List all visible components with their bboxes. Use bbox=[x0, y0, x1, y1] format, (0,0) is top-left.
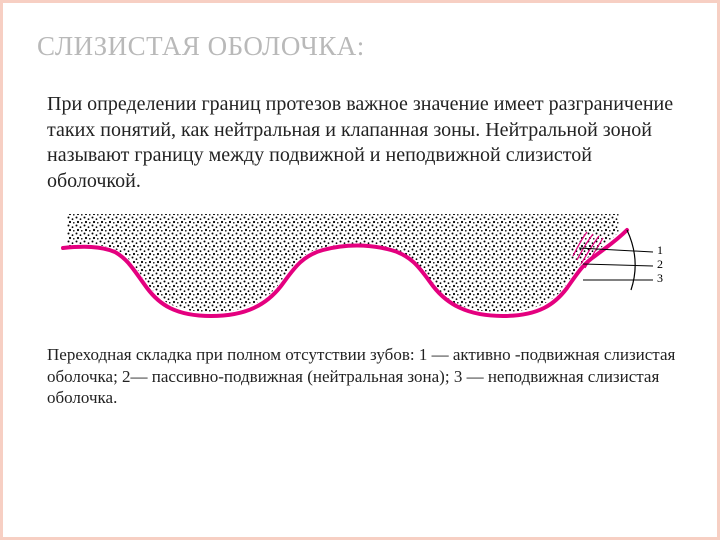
diagram-svg: 1 2 3 bbox=[43, 208, 683, 328]
cross-arc bbox=[627, 230, 635, 290]
leader-2 bbox=[583, 264, 653, 266]
page-title: СЛИЗИСТАЯ ОБОЛОЧКА: bbox=[37, 31, 683, 62]
body-paragraph: При определении границ протезов важное з… bbox=[33, 92, 687, 194]
title-region: СЛИЗИСТАЯ ОБОЛОЧКА: bbox=[33, 21, 687, 66]
label-1: 1 bbox=[657, 243, 663, 257]
label-2: 2 bbox=[657, 257, 663, 271]
diagram-caption: Переходная складка при полном отсутствии… bbox=[33, 344, 687, 408]
mucosa-diagram: 1 2 3 bbox=[43, 208, 683, 328]
texture-area bbox=[67, 214, 619, 312]
label-3: 3 bbox=[657, 271, 663, 285]
slide: СЛИЗИСТАЯ ОБОЛОЧКА: При определении гран… bbox=[0, 0, 720, 540]
